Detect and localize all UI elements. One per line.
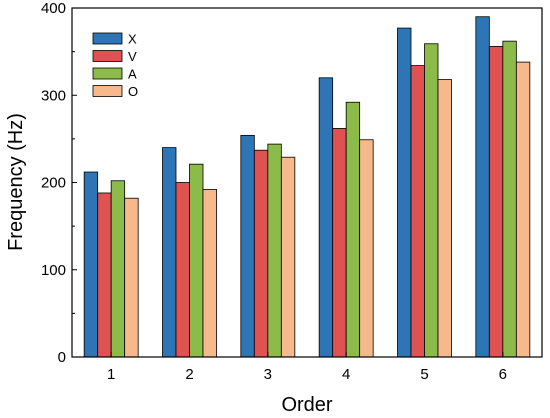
bar-X-2 [162,147,177,358]
bar-A-6 [502,40,517,358]
bar-X-5 [397,27,412,358]
y-tick-label: 200 [41,175,66,192]
y-axis: 0 100 200 300 400 [41,0,77,366]
bar-V-4 [332,128,347,358]
bar-O-1 [124,197,139,358]
bar-A-2 [189,163,204,358]
bar-O-2 [202,189,217,358]
bar-X-6 [475,16,490,358]
legend-label-X: X [128,32,137,47]
bar-V-3 [253,149,269,358]
x-tick-label: 2 [185,366,193,383]
plot-frame [71,7,543,358]
x-axis-title: Order [281,394,332,416]
bar-V-2 [175,182,190,358]
bar-A-4 [345,101,361,358]
bar-O-5 [437,79,452,358]
bar-X-1 [83,171,99,358]
bar-O-6 [515,61,531,358]
legend-swatch-O [92,85,123,97]
y-tick-label: 100 [41,262,66,279]
x-tick-label: 5 [420,366,428,383]
legend-swatch-V [92,50,123,62]
bar-A-5 [424,43,439,358]
y-tick-label: 0 [58,349,66,366]
bar-V-1 [97,192,112,358]
bar-A-1 [110,180,126,358]
x-tick-label: 6 [499,366,507,383]
bar-A-3 [267,143,282,358]
legend-label-A: A [128,67,137,82]
y-axis-title: Frequency (Hz) [5,113,27,251]
x-tick-label: 4 [342,366,350,383]
y-tick-label: 300 [41,87,66,104]
bar-O-4 [359,139,374,358]
bar-X-3 [240,134,255,358]
x-tick-label: 3 [264,366,272,383]
x-axis: 1 2 3 4 5 6 [107,352,507,383]
legend-label-V: V [128,49,137,64]
x-tick-label: 1 [107,366,115,383]
bar-V-6 [488,45,504,358]
legend-label-O: O [128,84,138,99]
legend-swatch-A [92,67,123,80]
bars-group [83,16,531,358]
y-tick-label: 400 [41,0,66,17]
bar-O-3 [280,156,296,358]
legend-swatch-X [92,32,123,45]
bar-X-4 [318,77,334,358]
bar-V-5 [410,65,425,358]
